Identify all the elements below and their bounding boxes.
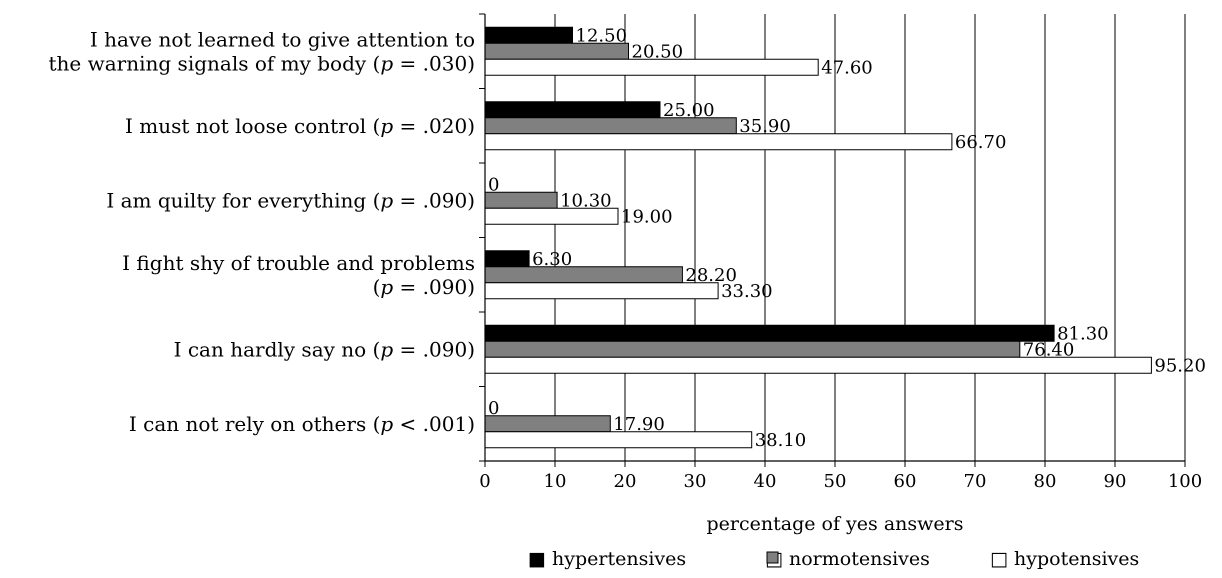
value-label: 66.70: [955, 132, 1007, 153]
value-label: 47.60: [821, 57, 873, 78]
x-tick-label: 30: [684, 471, 707, 492]
x-tick-labels: 0 10 20 30 40 50 60 70 80 90 100: [479, 471, 1202, 492]
value-label: 33.30: [721, 281, 773, 302]
category-label: the warning signals of my body (p = .030…: [49, 51, 475, 75]
legend-symbol-hypertensives: ■: [528, 548, 546, 570]
category-label: I fight shy of trouble and problems: [122, 251, 475, 275]
value-label: 6.30: [532, 249, 572, 270]
category-label-part: = .090): [393, 275, 475, 299]
x-tick-label: 60: [894, 471, 917, 492]
bar-hypotensives: [484, 282, 719, 300]
x-tick-label: 70: [964, 471, 987, 492]
value-label: 19.00: [621, 206, 673, 227]
category-label-part: the warning signals of my body (: [49, 51, 381, 75]
category-label-part: I am quilty for everything (: [106, 188, 380, 212]
category-label-part: p: [380, 51, 393, 75]
bar-normotensives: [484, 266, 683, 284]
bar-normotensives: [484, 415, 611, 433]
category-label-part: < .001): [393, 412, 475, 436]
category-label-part: = .090): [393, 337, 475, 361]
category-label-part: = .030): [393, 51, 475, 75]
x-tick-label: 100: [1168, 471, 1202, 492]
legend: ■hypertensives□normotensives□hypotensive…: [528, 548, 1139, 570]
bar-hypertensives: [484, 250, 530, 268]
value-label: 0: [488, 398, 499, 419]
x-tick-label: 0: [479, 471, 490, 492]
value-label: 17.90: [613, 414, 665, 435]
legend-symbol-hypotensives: □: [990, 548, 1008, 570]
value-label: 10.30: [560, 190, 612, 211]
value-label: 12.50: [576, 25, 628, 46]
category-label-part: = .020): [393, 114, 475, 138]
category-label-part: I can not rely on others (: [129, 412, 380, 436]
x-tick-label: 80: [1034, 471, 1057, 492]
value-label: 0: [488, 174, 499, 195]
x-axis-label: percentage of yes answers: [707, 513, 964, 535]
category-label-part: = .090): [393, 188, 475, 212]
legend-swatch-normotensives: [766, 551, 779, 564]
bar-hypertensives: [484, 324, 1055, 342]
x-tick-label: 50: [824, 471, 847, 492]
bar-hypotensives: [484, 133, 953, 151]
category-label-part: p: [380, 337, 393, 361]
category-label-part: I must not loose control (: [125, 114, 380, 138]
category-label-part: I can hardly say no (: [174, 337, 381, 361]
bar-normotensives: [484, 340, 1021, 358]
x-tick-label: 40: [754, 471, 777, 492]
category-label-part: (: [373, 275, 381, 299]
value-label: 25.00: [663, 100, 715, 121]
x-tick-label: 90: [1104, 471, 1127, 492]
value-label: 20.50: [632, 41, 684, 62]
grid-lines: [554, 14, 1186, 461]
category-label: I must not loose control (p = .020): [125, 114, 475, 138]
bar-hypertensives: [484, 101, 661, 119]
x-tick-label: 10: [544, 471, 567, 492]
category-label-part: p: [380, 412, 393, 436]
value-label: 28.20: [685, 265, 737, 286]
category-label: I have not learned to give attention to: [90, 27, 475, 51]
category-labels: I have not learned to give attention tot…: [49, 27, 475, 436]
axes: [479, 13, 1186, 467]
category-label-part: I fight shy of trouble and problems: [122, 251, 475, 275]
category-label: I am quilty for everything (p = .090): [106, 188, 475, 212]
category-label: I can not rely on others (p < .001): [129, 412, 475, 436]
category-label: I can hardly say no (p = .090): [174, 337, 475, 361]
value-label: 38.10: [755, 430, 807, 451]
value-label: 81.30: [1057, 323, 1109, 344]
legend-label-hypertensives: hypertensives: [552, 548, 686, 570]
x-tick-label: 20: [614, 471, 637, 492]
category-label-part: I have not learned to give attention to: [90, 27, 475, 51]
category-label-part: p: [380, 188, 393, 212]
value-label: 76.40: [1023, 339, 1075, 360]
value-label: 95.20: [1154, 355, 1206, 376]
category-label-part: p: [380, 114, 393, 138]
legend-label-hypotensives: hypotensives: [1014, 548, 1139, 570]
bars: [484, 26, 1152, 449]
category-label: (p = .090): [373, 275, 475, 299]
bar-hypertensives: [484, 26, 573, 44]
value-label: 35.90: [739, 116, 791, 137]
legend-label-normotensives: normotensives: [789, 548, 930, 570]
category-label-part: p: [380, 275, 393, 299]
